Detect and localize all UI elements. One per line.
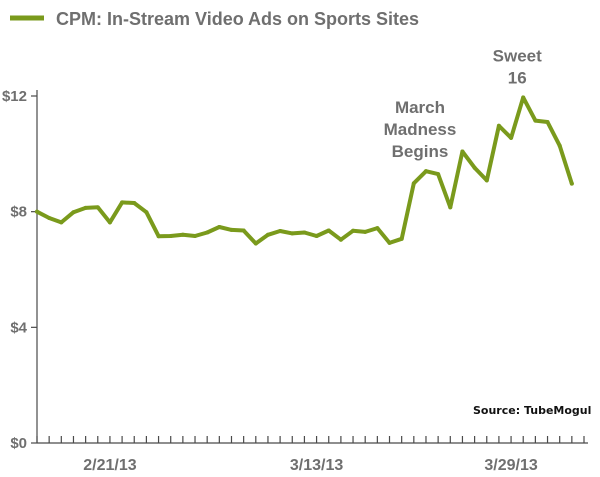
y-tick-label: $0	[10, 435, 27, 452]
chart-title: CPM: In-Stream Video Ads on Sports Sites	[56, 9, 419, 29]
data-point	[411, 181, 416, 186]
data-point	[509, 135, 514, 140]
data-point	[278, 229, 283, 234]
data-point	[387, 240, 392, 245]
data-point	[180, 232, 185, 237]
data-point	[132, 200, 137, 205]
data-point	[314, 233, 319, 238]
data-point	[436, 172, 441, 177]
data-point	[484, 178, 489, 183]
data-point	[47, 216, 52, 221]
data-point	[290, 231, 295, 236]
annotation: Sweet 16	[493, 46, 542, 87]
data-point	[363, 229, 368, 234]
annotation-line: March	[395, 98, 445, 117]
y-tick-label: $4	[10, 319, 27, 336]
data-point	[460, 149, 465, 154]
data-point	[205, 230, 210, 235]
data-point	[71, 210, 76, 215]
source-label: Source: TubeMogul	[473, 404, 591, 417]
data-point	[521, 95, 526, 100]
data-point	[448, 205, 453, 210]
legend: CPM: In-Stream Video Ads on Sports Sites	[10, 9, 419, 29]
data-point	[496, 123, 501, 128]
data-point	[59, 220, 64, 225]
y-tick-label: $12	[2, 88, 27, 105]
data-point	[302, 230, 307, 235]
data-point	[472, 165, 477, 170]
annotation: March Madness Begins	[384, 98, 457, 161]
data-point	[326, 228, 331, 233]
data-point	[533, 118, 538, 123]
data-point	[95, 205, 100, 210]
x-tick-label: 3/29/13	[484, 457, 537, 474]
data-point	[253, 241, 258, 246]
series-line	[35, 95, 574, 246]
data-point	[545, 120, 550, 125]
data-point	[144, 210, 149, 215]
data-point	[338, 237, 343, 242]
series-layer	[35, 95, 574, 246]
x-tick-label: 2/21/13	[83, 457, 136, 474]
data-point	[569, 181, 574, 186]
data-point	[156, 234, 161, 239]
data-point	[107, 220, 112, 225]
data-point	[375, 226, 380, 231]
annotation-layer: March Madness Begins Sweet 16	[384, 46, 543, 161]
annotation-line: 16	[508, 68, 527, 87]
data-point	[168, 233, 173, 238]
data-point	[423, 169, 428, 174]
data-point	[217, 224, 222, 229]
data-point	[399, 236, 404, 241]
data-point	[557, 143, 562, 148]
data-point	[229, 227, 234, 232]
x-tick-label: 3/13/13	[290, 457, 343, 474]
y-tick-label: $8	[10, 204, 27, 221]
data-point	[265, 232, 270, 237]
data-point	[193, 233, 198, 238]
data-point	[120, 200, 125, 205]
data-point	[83, 205, 88, 210]
x-axis: 2/21/13 3/13/13 3/29/13	[36, 436, 588, 474]
data-point	[351, 228, 356, 233]
data-point	[35, 209, 39, 214]
annotation-line: Begins	[392, 142, 449, 161]
data-point	[241, 228, 246, 233]
annotation-line: Madness	[384, 120, 457, 139]
annotation-line: Sweet	[493, 46, 542, 65]
y-axis: $0 $4 $8 $12	[2, 88, 38, 452]
